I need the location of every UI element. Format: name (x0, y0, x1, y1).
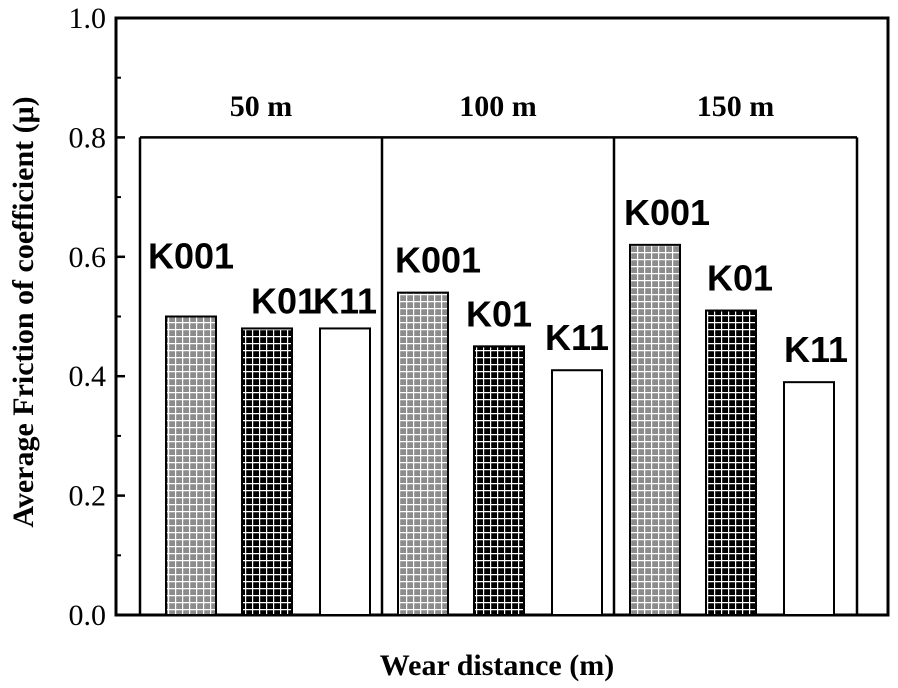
bar-label: K001 (395, 240, 481, 281)
bar-label: K01 (251, 280, 317, 321)
y-tick-label: 1.0 (69, 2, 107, 35)
group-label: 150 m (697, 90, 775, 123)
bar-label: K11 (784, 329, 848, 370)
y-tick-label: 0.8 (69, 121, 107, 154)
y-tick-label: 0.4 (69, 360, 107, 393)
y-tick-label: 0.2 (69, 480, 107, 513)
y-tick-label: 0.0 (69, 599, 107, 632)
x-axis-title: Wear distance (m) (380, 649, 614, 682)
bar-k11-50m (319, 327, 371, 616)
bar-k01-100m (473, 345, 525, 616)
bar-label: K001 (148, 236, 234, 277)
y-axis-title: Average Friction of coefficient (μ) (7, 96, 40, 527)
group-label: 50 m (230, 90, 293, 123)
bar-k01-50m (241, 327, 293, 616)
bar-label: K001 (624, 192, 710, 233)
bar-k11-150m (783, 381, 835, 617)
y-tick-label: 0.6 (69, 241, 107, 274)
bar-label: K01 (466, 293, 532, 334)
bar-k11-100m (551, 369, 603, 617)
bar-label: K11 (545, 317, 609, 358)
group-label: 100 m (459, 90, 537, 123)
bar-k001-50m (165, 315, 217, 616)
bar-label: K01 (707, 258, 773, 299)
bar-label: K11 (313, 280, 377, 321)
bar-k001-100m (397, 291, 449, 616)
bar-k01-150m (705, 309, 757, 616)
bar-k001-150m (629, 243, 681, 617)
